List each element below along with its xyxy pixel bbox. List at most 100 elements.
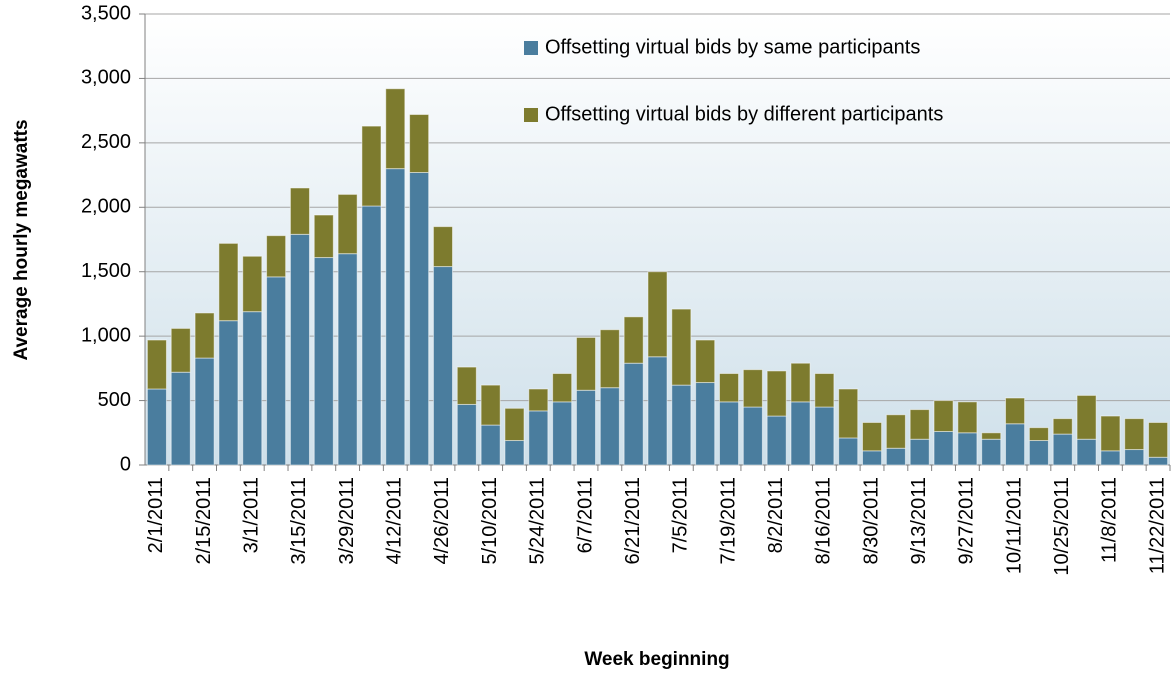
bar-segment (456, 366, 477, 405)
y-tick-label: 3,000 (81, 67, 131, 89)
y-tick-label: 2,500 (81, 131, 131, 153)
bar-segment (146, 388, 167, 466)
bar-segment (1100, 450, 1121, 466)
bar-segment (552, 401, 573, 466)
x-tick-label: 7/5/2011 (670, 477, 692, 553)
bar-segment (1148, 456, 1169, 466)
bar-segment (647, 271, 668, 358)
bar-segment (742, 406, 763, 466)
bar-segment (170, 327, 191, 373)
bar-segment (981, 432, 1002, 440)
bar-segment (814, 373, 835, 408)
bar-segment (480, 424, 501, 466)
bar-segment (1052, 433, 1073, 466)
x-tick-label: 7/19/2011 (717, 477, 739, 565)
y-tick-label: 2,000 (81, 196, 131, 218)
bar-segment (647, 356, 668, 466)
x-axis-title: Week beginning (584, 649, 729, 670)
bar-segment (266, 235, 287, 278)
x-tick-label: 3/29/2011 (336, 477, 358, 565)
bar-segment (1005, 397, 1026, 425)
bar-segment (528, 410, 549, 466)
bar-segment (909, 409, 930, 440)
bar-segment (1148, 421, 1169, 458)
bar-segment (456, 403, 477, 466)
bar-segment (790, 362, 811, 403)
bar-segment (909, 438, 930, 466)
bar-segment (1028, 440, 1049, 466)
x-tick-label: 8/30/2011 (860, 477, 882, 565)
bar-segment (385, 168, 406, 466)
bar-segment (862, 421, 883, 452)
x-tick-label: 2/15/2011 (193, 477, 215, 565)
bar-segment (385, 88, 406, 170)
x-tick-label: 11/8/2011 (1099, 477, 1121, 563)
bar-segment (432, 266, 454, 466)
bar-segment (885, 414, 906, 449)
bar-segment (957, 432, 978, 466)
x-tick-label: 9/27/2011 (956, 477, 978, 565)
bar-segment (575, 336, 597, 391)
x-tick-label: 10/25/2011 (1051, 477, 1073, 576)
bar-segment (623, 362, 644, 466)
legend-label: Offsetting virtual bids by same particip… (545, 36, 920, 58)
bar-segment (528, 388, 549, 412)
bar-segment (146, 339, 167, 390)
bar-segment (313, 214, 334, 259)
y-axis-title: Average hourly megawatts (11, 119, 32, 360)
bar-segment (337, 193, 358, 255)
x-tick-label: 6/21/2011 (622, 477, 644, 565)
bar-segment (718, 401, 740, 466)
bar-segment (313, 257, 334, 466)
bar-segment (1028, 427, 1049, 442)
bar-segment (1052, 418, 1073, 435)
bar-segment (599, 329, 620, 389)
bar-segment (814, 406, 835, 466)
y-tick-label: 1,500 (81, 260, 131, 282)
bar-segment (194, 312, 215, 359)
y-tick-label: 500 (98, 389, 131, 411)
bar-segment (1124, 418, 1145, 451)
bar-segment (981, 438, 1002, 466)
legend-label: Offsetting virtual bids by different par… (545, 103, 943, 125)
legend-swatch (524, 41, 538, 55)
x-tick-label: 3/15/2011 (288, 477, 310, 565)
bar-segment (1100, 415, 1121, 452)
bar-segment (718, 373, 740, 403)
bar-segment (170, 371, 191, 466)
x-tick-label: 5/24/2011 (527, 477, 549, 565)
bar-segment (885, 447, 906, 466)
legend-swatch (524, 108, 538, 122)
x-tick-label: 8/16/2011 (813, 477, 835, 565)
bar-segment (933, 400, 954, 432)
bar-segment (504, 440, 525, 466)
bar-segment (766, 415, 787, 466)
bar-segment (242, 311, 263, 466)
bar-segment (1076, 438, 1097, 466)
bar-segment (695, 339, 716, 384)
y-tick-label: 3,500 (81, 2, 131, 24)
bar-segment (242, 255, 263, 313)
bar-segment (575, 389, 597, 466)
bar-segment (266, 276, 287, 466)
bar-segment (194, 357, 215, 466)
x-tick-label: 10/11/2011 (1003, 477, 1025, 574)
bar-segment (790, 401, 811, 466)
x-tick-label: 2/1/2011 (145, 477, 167, 553)
bar-segment (218, 242, 239, 322)
bar-segment (838, 437, 859, 466)
bar-segment (623, 316, 644, 364)
x-tick-label: 4/12/2011 (384, 477, 406, 565)
bar-segment (552, 373, 573, 403)
bar-segment (218, 320, 239, 466)
y-tick-label: 1,000 (81, 324, 131, 346)
bar-segment (599, 387, 620, 466)
bar-segment (766, 370, 787, 417)
bar-segment (838, 388, 859, 439)
bar-segment (671, 308, 692, 386)
bar-segment (361, 205, 382, 466)
bar-segment (742, 369, 763, 408)
y-tick-label: 0 (120, 453, 131, 475)
bar-segment (504, 407, 525, 442)
